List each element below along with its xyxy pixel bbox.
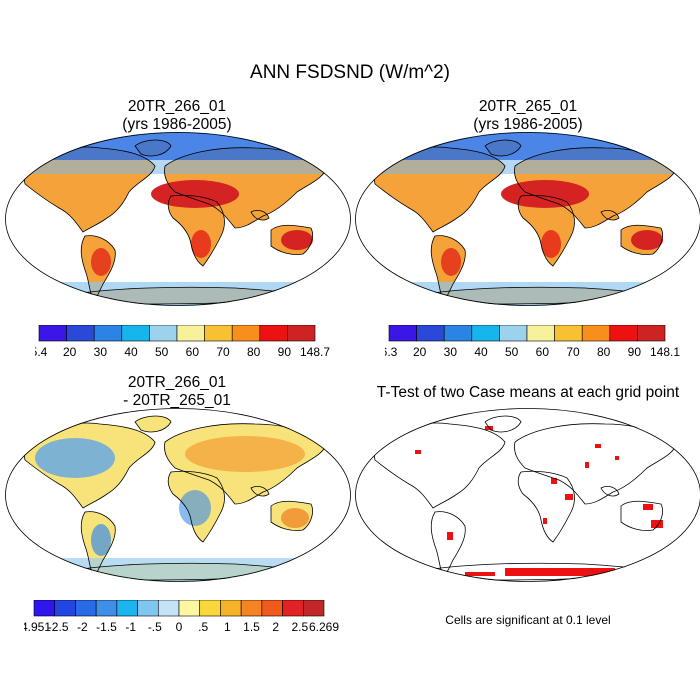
figure-title: ANN FSDSND (W/m^2): [250, 62, 450, 83]
map-top-right: [355, 132, 700, 306]
colorbar-swatch: [261, 600, 283, 617]
colorbar-tick-label: 60: [186, 345, 200, 359]
panel-title-top-left-years: (yrs 1986-2005): [122, 116, 232, 133]
colorbar-bottom-left-labels: -4.951-2.5 -2 -1.5 -1 -.5 0 .5 1 1.5 2 2.56.269: [24, 620, 339, 634]
colorbar-top-left-labels: 5.4 20 30 40 50 60 70 80 90 148.7: [35, 345, 330, 359]
colorbar-tick-label: -1: [125, 620, 136, 634]
colorbar-tick-label: 2: [272, 620, 279, 634]
colorbar-swatch: [95, 600, 118, 617]
colorbar-tick-label: 1: [224, 620, 231, 634]
colorbar-swatch: [287, 325, 316, 342]
panel-title-top-right-years: (yrs 1986-2005): [473, 116, 583, 133]
australia-hot-spot: [281, 230, 313, 250]
map-bottom-right: [355, 408, 700, 582]
colorbar-tick-label: 40: [474, 345, 488, 359]
colorbar-swatch: [637, 325, 666, 342]
colorbar-tick-label: 90: [278, 345, 292, 359]
colorbar-tick-label: -2: [77, 620, 88, 634]
colorbar-tick-label: 1.5: [243, 620, 260, 634]
panel-title-top-left-name: 20TR_266_01: [127, 98, 227, 115]
colorbar-tick-label: 30: [444, 345, 458, 359]
colorbar-tick-label: 70: [566, 345, 580, 359]
colorbar-top-right: 6.3 20 30 40 50 60 70 80 90 148.1: [385, 325, 680, 359]
colorbar-swatch: [33, 600, 56, 617]
colorbar-swatch: [93, 325, 123, 342]
colorbar-swatch: [526, 325, 555, 342]
colorbar-swatch: [231, 325, 261, 342]
colorbar-tick-label: 20: [413, 345, 427, 359]
colorbar-tick-label: 80: [247, 345, 261, 359]
colorbar-top-right-swatches: [388, 325, 666, 342]
colorbar-swatch: [66, 325, 95, 342]
panel-title-bottom-left-name: 20TR_266_01: [127, 374, 227, 391]
colorbar-top-left-swatches: [38, 325, 316, 342]
colorbar-swatch: [388, 325, 417, 342]
colorbar-swatch: [157, 600, 180, 617]
colorbar-tick-label: -.5: [148, 620, 162, 634]
colorbar-swatch: [199, 600, 221, 617]
colorbar-swatch: [609, 325, 638, 342]
colorbar-tick-label: 50: [505, 345, 519, 359]
colorbar-tick-label: 90: [628, 345, 642, 359]
panel-title-top-left: 20TR_266_01 (yrs 1986-2005): [27, 98, 327, 134]
map-bottom-left: [5, 408, 351, 582]
colorbar-tick-label: 60: [536, 345, 550, 359]
colorbar-tick-label: -2.5: [48, 620, 69, 634]
colorbar-tick-label: 148.1: [650, 345, 680, 359]
polar-north-band: [5, 132, 351, 160]
panel-title-bottom-right: T-Test of two Case means at each grid po…: [376, 384, 680, 401]
colorbar-tick-label: 20: [63, 345, 77, 359]
colorbar-bottom-left: -4.951-2.5 -2 -1.5 -1 -.5 0 .5 1 1.5 2 2.56.269: [24, 600, 339, 634]
colorbar-tick-label: .5: [198, 620, 208, 634]
panel-title-bottom-left: 20TR_266_01 - 20TR_265_01: [27, 374, 327, 410]
colorbar-swatch: [75, 600, 97, 617]
colorbar-tick-label: 2.5: [291, 620, 308, 634]
colorbar-tick-label: 80: [597, 345, 611, 359]
colorbar-bottom-left-swatches: [33, 600, 325, 617]
colorbar-swatch: [220, 600, 242, 617]
colorbar-tick-label: 40: [124, 345, 138, 359]
colorbar-swatch: [259, 325, 288, 342]
colorbar-tick-label: 6.269: [309, 620, 339, 634]
colorbar-swatch: [416, 325, 445, 342]
colorbar-swatch: [581, 325, 611, 342]
colorbar-swatch: [116, 600, 138, 617]
colorbar-swatch: [499, 325, 528, 342]
colorbar-swatch: [471, 325, 500, 342]
panel-title-bottom-left-diff: - 20TR_265_01: [123, 392, 231, 409]
colorbar-swatch: [54, 600, 76, 617]
colorbar-tick-label: 148.7: [300, 345, 330, 359]
colorbar-top-left: 5.4 20 30 40 50 60 70 80 90 148.7: [35, 325, 330, 359]
colorbar-swatch: [149, 325, 178, 342]
colorbar-swatch: [121, 325, 150, 342]
panel-title-top-right: 20TR_265_01 (yrs 1986-2005): [378, 98, 678, 134]
colorbar-swatch: [302, 600, 325, 617]
colorbar-swatch: [178, 600, 201, 617]
colorbar-swatch: [137, 600, 159, 617]
colorbar-swatch: [176, 325, 205, 342]
colorbar-tick-label: 6.3: [385, 345, 398, 359]
colorbar-tick-label: 5.4: [35, 345, 48, 359]
sahara-hot-spot: [151, 180, 239, 208]
colorbar-tick-label: 50: [155, 345, 169, 359]
colorbar-tick-label: -4.951: [24, 620, 51, 634]
colorbar-swatch: [554, 325, 583, 342]
panel-title-top-right-name: 20TR_265_01: [478, 98, 578, 115]
colorbar-top-right-labels: 6.3 20 30 40 50 60 70 80 90 148.1: [385, 345, 680, 359]
colorbar-swatch: [282, 600, 304, 617]
colorbar-swatch: [204, 325, 233, 342]
colorbar-swatch: [240, 600, 263, 617]
colorbar-tick-label: 0: [176, 620, 183, 634]
colorbar-swatch: [38, 325, 67, 342]
colorbar-tick-label: -1.5: [96, 620, 117, 634]
significance-note: Cells are significant at 0.1 level: [445, 613, 611, 627]
colorbar-tick-label: 70: [216, 345, 230, 359]
map-top-left: [5, 132, 351, 306]
colorbar-tick-label: 30: [94, 345, 108, 359]
colorbar-swatch: [443, 325, 473, 342]
